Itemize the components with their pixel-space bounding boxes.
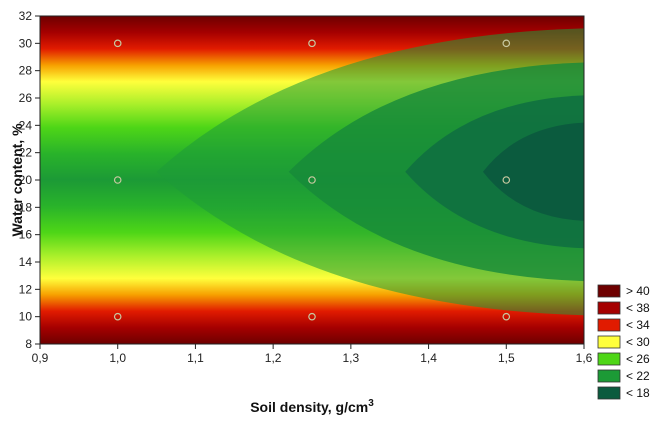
y-tick-label: 14	[19, 255, 33, 269]
sample-point-8	[308, 39, 316, 48]
x-tick-label: 1,0	[109, 351, 126, 365]
y-tick-label: 26	[19, 91, 33, 105]
y-tick-label: 28	[19, 64, 33, 78]
x-tick-label: 1,1	[187, 351, 204, 365]
x-axis-title: Soil density, g/cm3	[250, 398, 374, 415]
y-tick-label: 18	[19, 200, 33, 214]
x-tick-label: 1,6	[576, 351, 593, 365]
x-tick-label: 1,2	[265, 351, 282, 365]
y-axis-ticks: 8 10 12 14 16 18 20 22 24 26 28 30 32	[19, 9, 40, 351]
x-axis-label: Soil density, g/cm	[250, 399, 368, 415]
sample-point-1	[113, 312, 122, 321]
y-tick-label: 16	[19, 228, 33, 242]
x-tick-label: 1,3	[343, 351, 360, 365]
plot-area	[40, 16, 584, 344]
legend-label: < 18	[626, 386, 650, 400]
y-tick-label: 8	[25, 337, 32, 351]
sample-point-6	[502, 176, 511, 184]
legend-swatch	[597, 386, 621, 400]
legend: > 40 < 38 < 34 < 30 < 26 < 22 < 18	[597, 284, 650, 400]
legend-swatch	[597, 369, 621, 383]
sample-points	[113, 39, 511, 321]
legend-label: < 34	[626, 318, 650, 332]
contour-wedges	[156, 28, 584, 316]
legend-swatch	[597, 284, 621, 298]
legend-label: < 38	[626, 301, 650, 315]
y-tick-label: 20	[19, 173, 33, 187]
sample-point-4	[113, 176, 122, 184]
x-tick-label: 0,9	[32, 351, 49, 365]
y-tick-label: 10	[19, 310, 33, 324]
x-tick-label: 1,4	[420, 351, 437, 365]
legend-label: < 26	[626, 352, 650, 366]
y-axis-title: Water content, %	[9, 123, 25, 237]
legend-swatch	[597, 318, 621, 332]
sample-point-2	[308, 312, 316, 321]
legend-label: < 22	[626, 369, 650, 383]
legend-swatch	[597, 352, 621, 366]
legend-swatch	[597, 335, 621, 349]
y-tick-label: 30	[19, 36, 33, 50]
x-tick-label: 1,5	[498, 351, 515, 365]
y-tick-label: 12	[19, 282, 33, 296]
y-tick-label: 22	[19, 146, 33, 160]
sample-point-3	[502, 312, 511, 321]
x-axis-label-superscript: 3	[368, 398, 374, 409]
sample-point-5	[308, 176, 316, 184]
y-tick-label: 24	[19, 118, 33, 132]
legend-label: > 40	[626, 284, 650, 298]
sample-point-7	[113, 39, 122, 48]
legend-swatch	[597, 301, 621, 315]
x-axis-ticks: 0,9 1,0 1,1 1,2 1,3 1,4 1,5 1,6	[32, 344, 593, 365]
y-tick-label: 32	[19, 9, 33, 23]
sample-point-9	[502, 39, 511, 48]
legend-label: < 30	[626, 335, 650, 349]
contour-wedge-4	[482, 122, 584, 221]
